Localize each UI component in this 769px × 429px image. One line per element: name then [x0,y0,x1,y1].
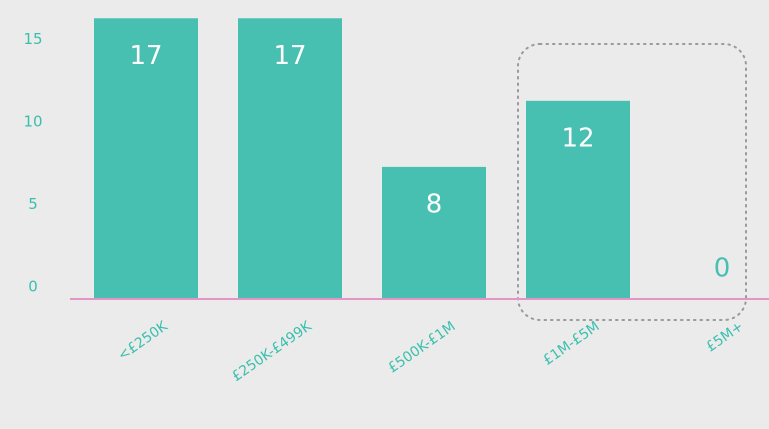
x-tick-label: £5M+ [703,318,746,355]
x-tick-label: £500K-£1M [385,318,458,376]
y-tick-label: 0 [28,278,38,296]
value-label: 8 [426,189,443,219]
bar [382,166,486,299]
x-tick-label: <£250K [115,318,171,364]
value-label: 0 [714,254,731,284]
value-label: 17 [273,41,306,71]
x-tick-label: £250K-£499K [229,318,315,385]
y-tick-label: 15 [23,30,42,48]
bar [94,18,198,300]
value-label: 12 [561,123,594,153]
y-tick-label: 10 [23,112,42,130]
highlight-box [517,43,747,321]
bar [238,18,342,300]
value-label: 17 [129,41,162,71]
x-tick-label: £1M-£5M [540,318,602,368]
bar [526,100,630,299]
y-tick-label: 5 [28,195,38,213]
